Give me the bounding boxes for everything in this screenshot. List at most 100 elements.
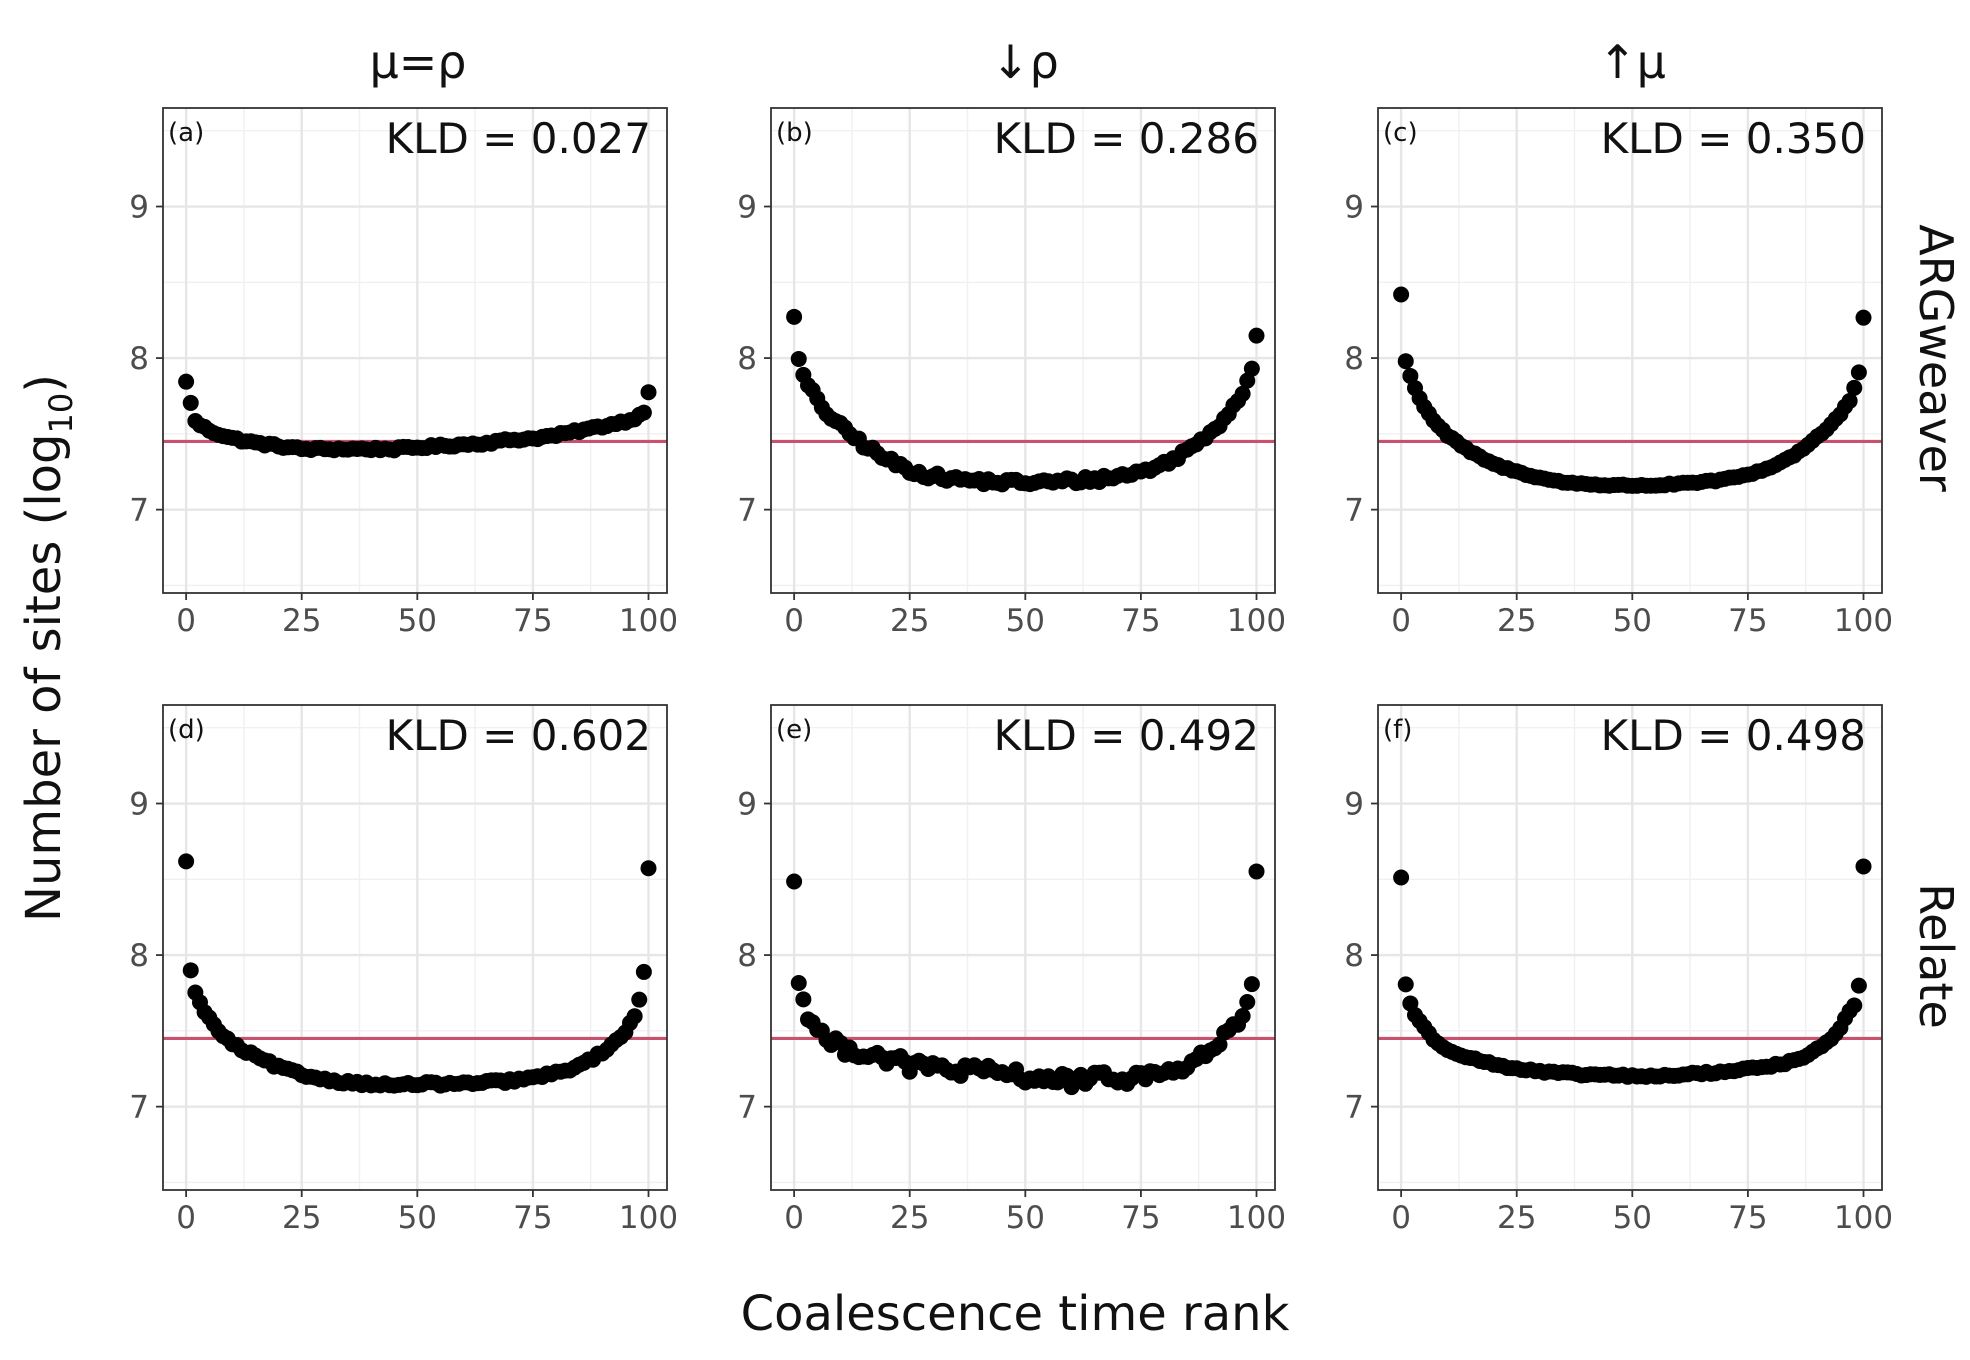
row-label: Relate <box>1909 883 1963 1029</box>
y-tick-label: 8 <box>129 341 149 377</box>
x-tick-label: 25 <box>282 603 321 639</box>
x-tick-label: 100 <box>1834 1200 1893 1236</box>
y-tick-label: 8 <box>1344 341 1364 377</box>
x-tick-label: 100 <box>1227 603 1286 639</box>
x-tick-label: 0 <box>1391 1200 1411 1236</box>
data-point <box>1397 353 1414 370</box>
x-tick-label: 75 <box>513 1200 552 1236</box>
data-point <box>1393 869 1410 886</box>
data-point <box>1393 286 1410 303</box>
panel-tag: (e) <box>776 715 812 745</box>
x-tick-label: 100 <box>619 1200 678 1236</box>
x-tick-label: 50 <box>398 603 437 639</box>
y-tick-label: 8 <box>1344 938 1364 974</box>
y-tick-label: 7 <box>1344 493 1364 529</box>
x-tick-label: 0 <box>176 1200 196 1236</box>
x-tick-label: 0 <box>784 603 804 639</box>
x-tick-label: 50 <box>1006 603 1045 639</box>
y-axis-title: Number of sites (log10) <box>16 374 80 922</box>
y-tick-label: 9 <box>129 787 149 823</box>
x-tick-label: 25 <box>1497 603 1536 639</box>
panel-background <box>1378 705 1882 1190</box>
panel-border <box>1377 107 1883 594</box>
x-tick-label: 50 <box>1613 1200 1652 1236</box>
panel: 0 25 50 75 100 7 8 9 (e) KLD = 0.492 <box>737 704 1286 1236</box>
row-labels: ARGweaver Relate <box>1909 224 1963 1029</box>
x-tick-label: 0 <box>1391 603 1411 639</box>
y-tick-label: 9 <box>1344 190 1364 226</box>
x-tick-label: 50 <box>398 1200 437 1236</box>
panel: 0 25 50 75 100 7 8 9 (d) KLD = 0.602 <box>129 704 678 1236</box>
data-point <box>1855 309 1872 326</box>
y-axis-title-end: ) <box>16 374 72 393</box>
y-tick-label: 8 <box>737 938 757 974</box>
data-point <box>786 873 803 890</box>
data-point <box>1248 327 1265 344</box>
x-tick-label: 75 <box>1121 1200 1160 1236</box>
x-tick-label: 0 <box>176 603 196 639</box>
panel-background <box>771 705 1275 1190</box>
column-title: ↑μ <box>1598 35 1666 89</box>
panels: 0 25 50 75 100 7 8 9 (a) KLD = 0.027 0 25 50 75 100 7 8 9… <box>129 107 1893 1236</box>
x-tick-label: 25 <box>1497 1200 1536 1236</box>
panel-background <box>771 108 1275 593</box>
panel-border <box>770 107 1276 594</box>
x-tick-label: 25 <box>282 1200 321 1236</box>
panel-background <box>163 108 667 593</box>
y-axis-title-main: Number of sites (log <box>16 433 72 921</box>
x-tick-label: 75 <box>1728 603 1767 639</box>
x-tick-label: 0 <box>784 1200 804 1236</box>
x-tick-label: 75 <box>513 603 552 639</box>
y-tick-label: 7 <box>737 1090 757 1126</box>
data-point <box>635 404 652 421</box>
data-point <box>786 308 803 325</box>
data-point <box>640 384 657 401</box>
x-tick-label: 100 <box>1227 1200 1286 1236</box>
panel-tag: (c) <box>1383 118 1418 148</box>
data-point <box>1211 1036 1228 1053</box>
data-point <box>790 974 807 991</box>
x-tick-label: 25 <box>890 603 929 639</box>
panel-tag: (b) <box>776 118 813 148</box>
y-tick-label: 9 <box>737 787 757 823</box>
kld-annotation: KLD = 0.286 <box>994 114 1259 163</box>
data-point <box>1239 994 1256 1011</box>
panel-border <box>162 704 668 1191</box>
panel-tag: (d) <box>168 715 205 745</box>
kld-annotation: KLD = 0.027 <box>386 114 651 163</box>
data-point <box>631 991 648 1008</box>
data-point <box>182 394 199 411</box>
data-point <box>1855 858 1872 875</box>
kld-annotation: KLD = 0.492 <box>994 711 1259 760</box>
data-point <box>1850 977 1867 994</box>
panel: 0 25 50 75 100 7 8 9 (f) KLD = 0.498 <box>1344 704 1893 1236</box>
data-point <box>1402 367 1419 384</box>
y-tick-label: 7 <box>737 493 757 529</box>
y-tick-label: 8 <box>737 341 757 377</box>
x-tick-label: 100 <box>619 603 678 639</box>
data-point <box>640 860 657 877</box>
row-label: ARGweaver <box>1909 224 1963 492</box>
data-point <box>1234 385 1251 402</box>
data-point <box>626 1008 643 1025</box>
data-point <box>1248 863 1265 880</box>
panel-tag: (f) <box>1383 715 1412 745</box>
panel: 0 25 50 75 100 7 8 9 (a) KLD = 0.027 <box>129 107 678 639</box>
data-point <box>1850 364 1867 381</box>
panel: 0 25 50 75 100 7 8 9 (b) KLD = 0.286 <box>737 107 1286 639</box>
data-point <box>178 373 195 390</box>
data-point <box>635 963 652 980</box>
x-tick-label: 75 <box>1121 603 1160 639</box>
column-title: ↓ρ <box>991 35 1059 89</box>
data-point <box>790 350 807 367</box>
data-point <box>178 853 195 870</box>
x-tick-label: 50 <box>1006 1200 1045 1236</box>
x-tick-label: 75 <box>1728 1200 1767 1236</box>
y-tick-label: 9 <box>129 190 149 226</box>
y-tick-label: 7 <box>129 1090 149 1126</box>
data-point <box>1846 997 1863 1014</box>
y-tick-label: 7 <box>129 493 149 529</box>
data-point <box>1234 1008 1251 1025</box>
kld-annotation: KLD = 0.498 <box>1601 711 1866 760</box>
